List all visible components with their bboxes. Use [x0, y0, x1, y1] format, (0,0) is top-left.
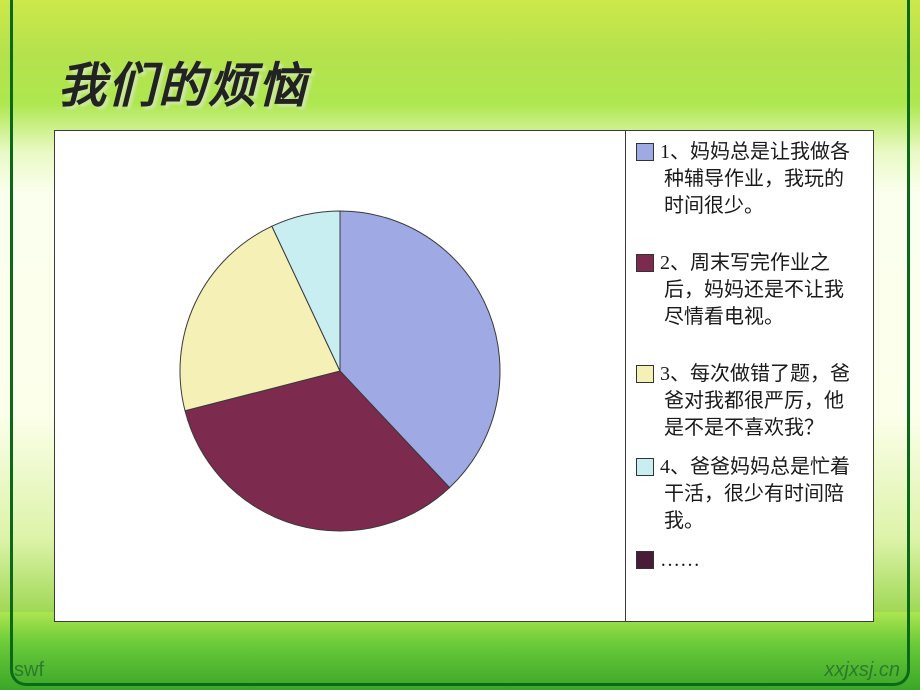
legend-item: 4、爸爸妈妈总是忙着干活，很少有时间陪我。 [636, 454, 863, 535]
legend-label: 3、每次做错了题，爸爸对我都很严厉，他是不是不喜欢我？ [660, 361, 863, 442]
legend-item: 2、周末写完作业之后，妈妈还是不让我尽情看电视。 [636, 250, 863, 331]
legend-swatch [636, 365, 654, 383]
legend-swatch [636, 254, 654, 272]
legend-label: …… [660, 547, 863, 574]
page-title: 我们的烦恼 [58, 46, 308, 116]
legend-label: 4、爸爸妈妈总是忙着干活，很少有时间陪我。 [660, 454, 863, 535]
background-grass-strip [0, 612, 920, 690]
legend-item: 1、妈妈总是让我做各种辅导作业，我玩的时间很少。 [636, 139, 863, 220]
legend-swatch [636, 143, 654, 161]
watermark-left: swf [14, 659, 44, 682]
chart-card: 1、妈妈总是让我做各种辅导作业，我玩的时间很少。 2、周末写完作业之后，妈妈还是不… [54, 130, 874, 622]
legend-item: …… [636, 547, 863, 574]
legend-label: 1、妈妈总是让我做各种辅导作业，我玩的时间很少。 [660, 139, 863, 220]
pie-chart-svg [175, 171, 515, 581]
pie-area [55, 131, 625, 621]
legend-area: 1、妈妈总是让我做各种辅导作业，我玩的时间很少。 2、周末写完作业之后，妈妈还是不… [625, 131, 873, 621]
legend-swatch [636, 458, 654, 476]
watermark-right: xxjxsj.cn [824, 659, 900, 682]
legend-label: 2、周末写完作业之后，妈妈还是不让我尽情看电视。 [660, 250, 863, 331]
legend-item: 3、每次做错了题，爸爸对我都很严厉，他是不是不喜欢我？ [636, 361, 863, 442]
legend-swatch [636, 551, 654, 569]
